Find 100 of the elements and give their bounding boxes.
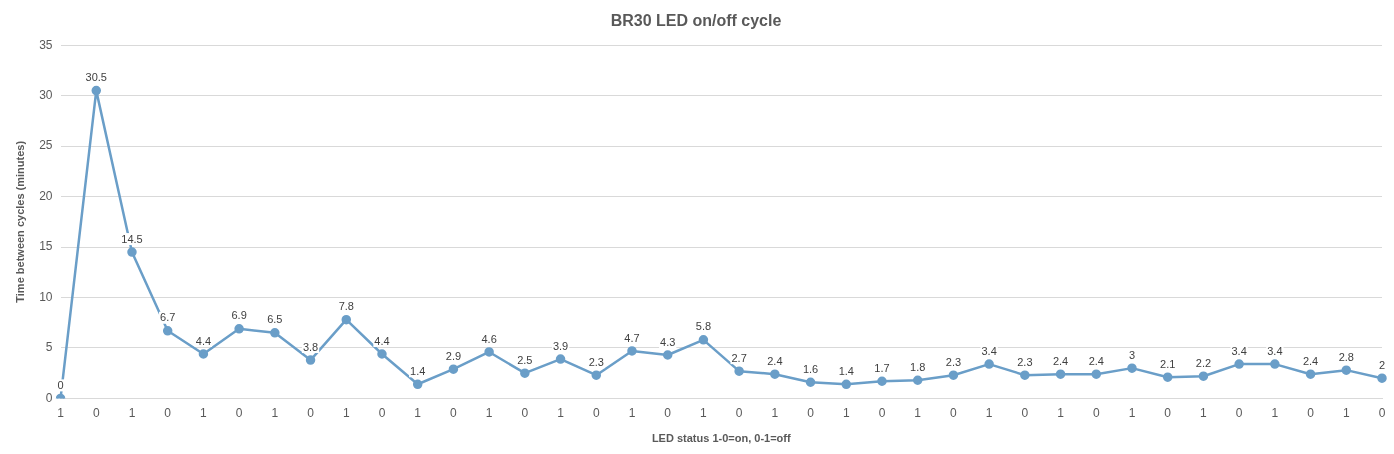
point xyxy=(484,347,494,357)
data-label: 2.1 xyxy=(1160,357,1176,370)
y-tick-label: 5 xyxy=(45,340,53,355)
data-label: 4.4 xyxy=(195,334,212,347)
point xyxy=(1020,370,1030,380)
x-tick-label: 0 xyxy=(1378,405,1386,420)
x-tick-label: 0 xyxy=(1235,405,1243,420)
data-label: 2.5 xyxy=(517,353,533,366)
point xyxy=(1127,363,1137,373)
y-tick-label: 30 xyxy=(39,87,53,102)
x-tick-label: 1 xyxy=(414,405,422,420)
point xyxy=(270,328,280,338)
point xyxy=(591,370,602,380)
point xyxy=(805,377,816,387)
data-label: 2.2 xyxy=(1195,356,1212,369)
point xyxy=(234,324,244,334)
x-tick-label: 0 xyxy=(1307,405,1315,420)
point xyxy=(91,85,102,96)
data-label: 7.8 xyxy=(338,300,354,313)
point xyxy=(662,350,673,360)
point xyxy=(412,379,423,390)
x-tick-label: 0 xyxy=(735,405,743,420)
x-tick-label: 0 xyxy=(164,405,172,420)
x-tick-label: 1 xyxy=(985,405,993,420)
y-tick-label: 35 xyxy=(39,37,53,52)
data-label: 4.6 xyxy=(481,332,497,345)
x-tick-label: 1 xyxy=(1057,405,1065,420)
point xyxy=(877,376,887,386)
x-tick-label: 1 xyxy=(200,405,208,420)
x-tick-label: 1 xyxy=(1271,405,1279,420)
x-tick-label: 0 xyxy=(307,405,315,420)
x-tick-label: 0 xyxy=(1092,405,1100,420)
data-label: 1.6 xyxy=(802,362,819,375)
data-label: 4.4 xyxy=(374,334,390,347)
point xyxy=(948,370,959,380)
data-label: 3.4 xyxy=(1267,344,1283,357)
data-label: 4.3 xyxy=(660,335,676,348)
x-axis-title: LED status 1-0=on, 0-1=off xyxy=(651,432,791,445)
x-tick-label: 1 xyxy=(628,405,636,420)
data-label: 2.3 xyxy=(1017,355,1033,368)
x-tick-label: 1 xyxy=(557,405,565,420)
y-tick-label: 10 xyxy=(39,289,53,304)
x-tick-label: 0 xyxy=(92,405,100,420)
data-label: 14.5 xyxy=(121,232,143,245)
x-tick-label: 0 xyxy=(950,405,958,420)
data-label: 2.4 xyxy=(1052,354,1069,367)
data-label: 2.8 xyxy=(1338,350,1354,363)
data-label: 3.8 xyxy=(302,340,319,353)
y-tick-label: 25 xyxy=(39,138,53,153)
x-tick-label: 0 xyxy=(378,405,386,420)
point xyxy=(1055,369,1066,379)
x-tick-label: 1 xyxy=(485,405,493,420)
data-label: 2.7 xyxy=(731,351,747,364)
data-label: 1.8 xyxy=(910,360,926,373)
point xyxy=(448,364,459,374)
x-tick-label: 0 xyxy=(235,405,243,420)
point xyxy=(377,349,387,359)
x-tick-label: 1 xyxy=(842,405,850,420)
y-tick-label: 15 xyxy=(39,239,53,254)
data-label: 0 xyxy=(57,378,64,391)
point xyxy=(698,335,709,345)
x-tick-label: 0 xyxy=(1164,405,1172,420)
data-label: 2.9 xyxy=(445,349,462,362)
data-label: 2.4 xyxy=(1302,354,1319,367)
x-tick-label: 1 xyxy=(342,405,350,420)
data-label: 1.7 xyxy=(874,361,890,374)
point xyxy=(1305,369,1316,379)
x-tick-label: 1 xyxy=(914,405,922,420)
point xyxy=(627,346,637,356)
point xyxy=(1198,371,1209,381)
x-tick-label: 1 xyxy=(1200,405,1208,420)
x-tick-label: 0 xyxy=(592,405,600,420)
point xyxy=(841,379,852,390)
data-label: 6.9 xyxy=(231,309,247,322)
point xyxy=(127,247,137,257)
point xyxy=(1377,373,1387,383)
x-tick-label: 1 xyxy=(700,405,708,420)
point xyxy=(520,368,530,378)
x-tick-label: 1 xyxy=(57,405,65,420)
chart-title: BR30 LED on/off cycle xyxy=(610,12,782,30)
data-label: 6.5 xyxy=(267,313,283,326)
point xyxy=(1162,372,1173,382)
y-tick-label: 20 xyxy=(39,188,53,203)
x-tick-label: 1 xyxy=(1128,405,1136,420)
data-label: 3.4 xyxy=(981,344,997,357)
data-label: 3.9 xyxy=(552,339,569,352)
data-label: 1.4 xyxy=(838,364,854,377)
point xyxy=(1270,359,1280,369)
data-label: 2.4 xyxy=(1088,354,1104,367)
point xyxy=(912,375,923,385)
x-tick-label: 0 xyxy=(807,405,815,420)
data-label: 2 xyxy=(1378,358,1386,371)
x-tick-label: 1 xyxy=(271,405,279,420)
x-tick-label: 1 xyxy=(771,405,779,420)
data-label: 3 xyxy=(1128,348,1136,361)
x-tick-label: 0 xyxy=(521,405,529,420)
data-label: 30.5 xyxy=(85,71,107,84)
point xyxy=(770,369,780,379)
data-label: 2.4 xyxy=(767,354,783,367)
x-tick-label: 0 xyxy=(1021,405,1029,420)
